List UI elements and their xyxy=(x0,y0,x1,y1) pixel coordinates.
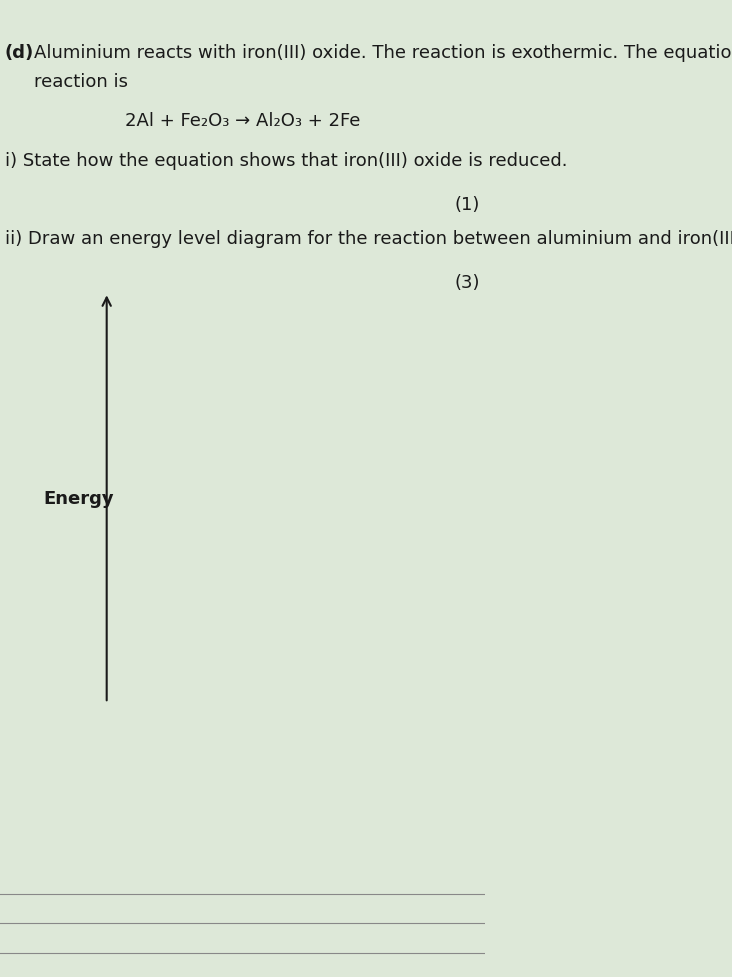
Text: (3): (3) xyxy=(455,274,480,291)
Text: ii) Draw an energy level diagram for the reaction between aluminium and iron(III: ii) Draw an energy level diagram for the… xyxy=(5,230,732,247)
Text: i) State how the equation shows that iron(III) oxide is reduced.: i) State how the equation shows that iro… xyxy=(5,151,567,169)
Text: Energy: Energy xyxy=(44,489,114,507)
Text: Aluminium reacts with iron(III) oxide. The reaction is exothermic. The equation : Aluminium reacts with iron(III) oxide. T… xyxy=(34,44,732,62)
Text: (d): (d) xyxy=(5,44,34,62)
Text: reaction is: reaction is xyxy=(34,73,128,91)
Text: (1): (1) xyxy=(455,195,480,213)
Text: 2Al + Fe₂O₃ → Al₂O₃ + 2Fe: 2Al + Fe₂O₃ → Al₂O₃ + 2Fe xyxy=(124,112,360,130)
